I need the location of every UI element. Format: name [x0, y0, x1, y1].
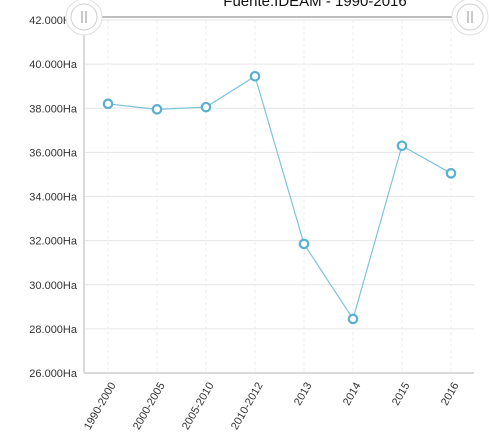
chart-title: Fuente:IDEAM - 1990-2016 — [223, 0, 406, 10]
y-tick-label: 30.000Ha — [29, 280, 78, 292]
series-1 — [102, 70, 457, 325]
y-tick-label: 32.000Ha — [29, 236, 78, 248]
x-tick-label: 2014 — [341, 381, 364, 408]
end-grip-handle-icon[interactable] — [451, 0, 489, 36]
data-point-6[interactable] — [347, 313, 359, 325]
range-scrollbar[interactable] — [65, 0, 489, 36]
x-tick-label: 2016 — [439, 381, 462, 408]
y-tick-label: 38.000Ha — [29, 103, 78, 115]
y-tick-label: 40.000Ha — [29, 59, 78, 71]
data-point-3[interactable] — [200, 101, 212, 113]
y-tick-label: 28.000Ha — [29, 324, 78, 336]
y-tick-label: 36.000Ha — [29, 147, 78, 159]
y-axis-ticks: 26.000Ha 28.000Ha 30.000Ha 32.000Ha 34.000Ha… — [29, 15, 78, 380]
y-tick-label: 34.000Ha — [29, 192, 78, 204]
x-axis-ticks: 1990-2000 2000-2005 2005-2010 2010-2012 2013… — [82, 381, 462, 433]
x-tick-label: 2013 — [292, 381, 315, 408]
x-tick-label: 2015 — [390, 381, 413, 408]
x-tick-label: 2005-2010 — [180, 381, 217, 433]
axes — [83, 20, 474, 374]
data-point-5[interactable] — [298, 238, 310, 250]
data-point-7[interactable] — [396, 140, 408, 152]
series-line — [107, 75, 452, 321]
x-tick-label: 2010-2012 — [229, 381, 266, 433]
y-tick-label: 26.000Ha — [29, 368, 78, 380]
data-point-4[interactable] — [249, 70, 261, 82]
data-point-2[interactable] — [151, 104, 163, 115]
grid — [84, 19, 474, 373]
x-tick-label: 1990-2000 — [82, 381, 119, 433]
x-tick-label: 2000-2005 — [131, 381, 168, 433]
data-point-8[interactable] — [445, 168, 457, 179]
start-grip-handle-icon[interactable] — [65, 0, 103, 36]
data-point-1[interactable] — [102, 98, 114, 110]
